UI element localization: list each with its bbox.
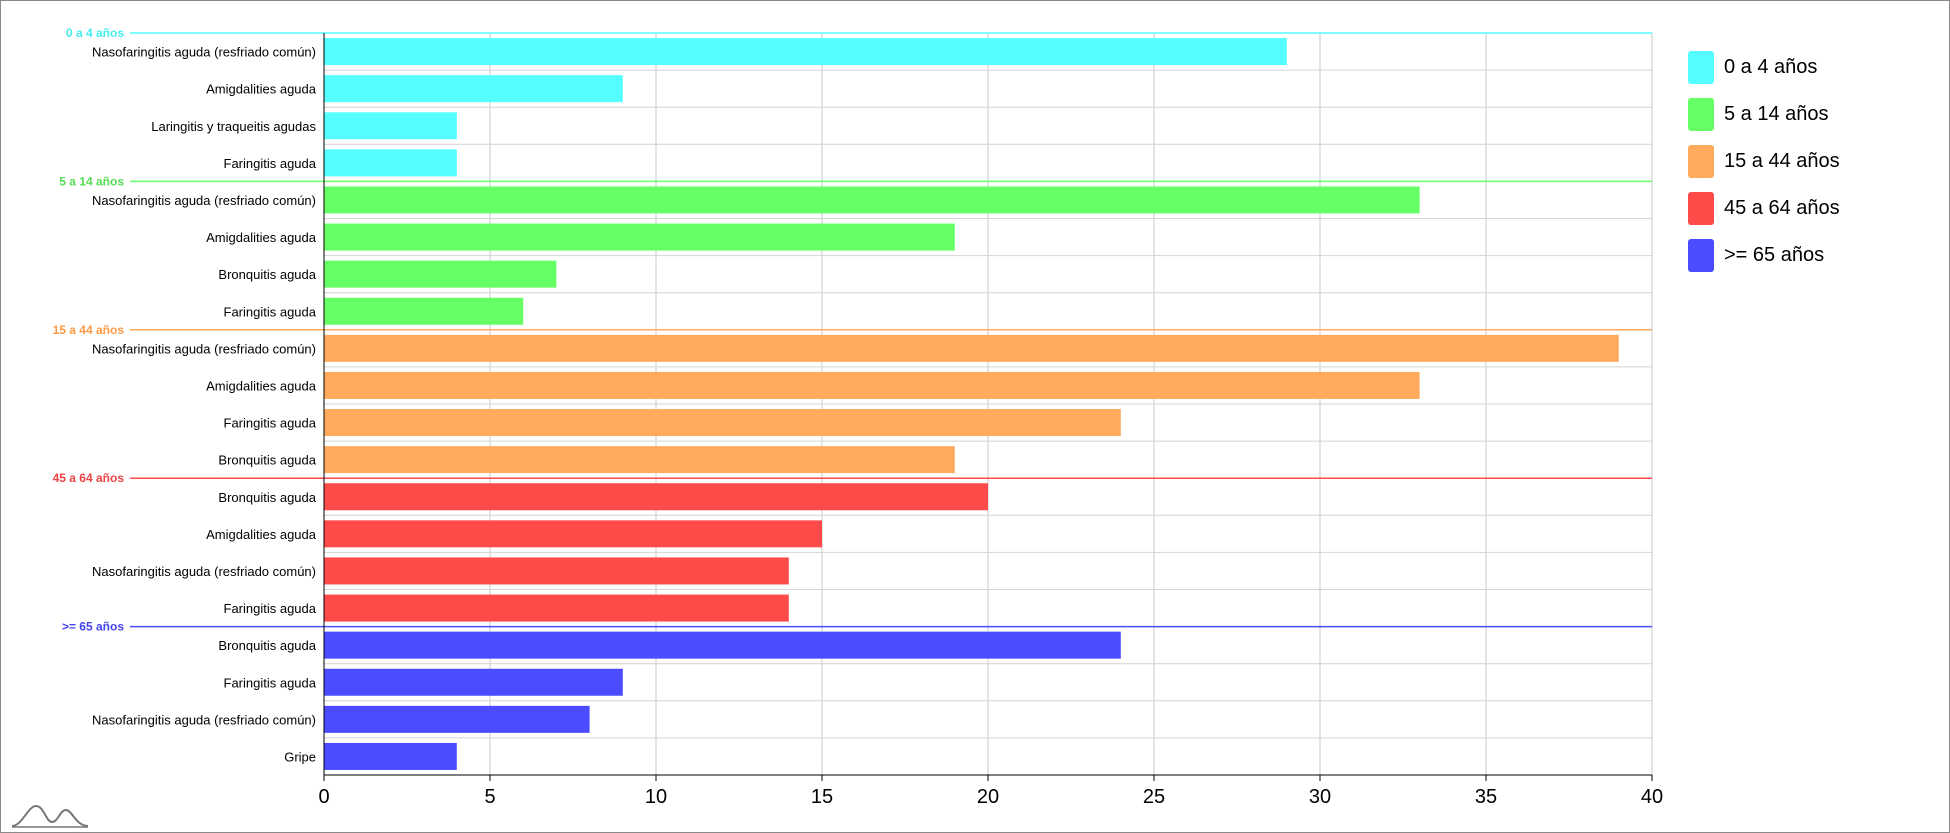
group-label: 0 a 4 años — [66, 26, 124, 40]
bar — [324, 594, 789, 622]
bar — [324, 446, 955, 474]
legend-label: 5 a 14 años — [1724, 103, 1829, 125]
legend-label: 15 a 44 años — [1724, 150, 1840, 172]
category-label: Laringitis y traqueitis agudas — [151, 119, 316, 134]
bar — [324, 38, 1287, 66]
mountain-logo-icon — [11, 804, 89, 828]
bar — [324, 297, 524, 325]
grid-lines — [323, 33, 1653, 776]
x-tick-label: 30 — [1309, 786, 1331, 808]
legend-item[interactable]: 45 a 64 años — [1688, 185, 1840, 232]
category-label: Amigdalities aguda — [206, 378, 317, 393]
bar — [324, 520, 822, 548]
bar — [324, 223, 955, 251]
legend-item[interactable]: 5 a 14 años — [1688, 91, 1840, 138]
x-tick-label: 15 — [811, 786, 833, 808]
x-axis-ticks: 0 5 10 15 20 25 30 35 40 — [318, 33, 1663, 808]
legend: 0 a 4 años 5 a 14 años 15 a 44 años 45 a 64… — [1688, 44, 1840, 279]
category-label: Faringitis aguda — [224, 675, 317, 690]
category-labels: 0 a 4 años Nasofaringitis aguda (resfriad… — [53, 26, 317, 764]
category-label: Faringitis aguda — [224, 304, 317, 319]
category-label: Bronquitis aguda — [218, 453, 316, 468]
legend-label: 0 a 4 años — [1724, 56, 1818, 78]
x-tick-label: 10 — [645, 786, 667, 808]
bar — [324, 75, 623, 103]
x-tick-label: 35 — [1475, 786, 1497, 808]
category-label: Bronquitis aguda — [218, 267, 316, 282]
bar — [324, 112, 457, 140]
category-label: Amigdalities aguda — [206, 230, 317, 245]
legend-item[interactable]: 15 a 44 años — [1688, 138, 1840, 185]
legend-label: 45 a 64 años — [1724, 197, 1840, 219]
legend-swatch — [1688, 192, 1714, 225]
legend-swatch — [1688, 51, 1714, 84]
bar — [324, 334, 1619, 362]
legend-label: >= 65 años — [1724, 244, 1825, 266]
group-separators — [130, 32, 1652, 628]
category-label: Faringitis aguda — [224, 601, 317, 616]
bar — [324, 557, 789, 585]
legend-swatch — [1688, 98, 1714, 131]
bars — [324, 38, 1619, 770]
x-tick-label: 20 — [977, 786, 999, 808]
category-label: Bronquitis aguda — [218, 638, 316, 653]
group-label: 5 a 14 años — [59, 174, 124, 188]
category-label: Amigdalities aguda — [206, 527, 317, 542]
bar — [324, 483, 988, 511]
legend-item[interactable]: >= 65 años — [1688, 232, 1840, 279]
category-label: Nasofaringitis aguda (resfriado común) — [92, 341, 316, 356]
group-label: 45 a 64 años — [53, 471, 125, 485]
category-label: Nasofaringitis aguda (resfriado común) — [92, 193, 316, 208]
x-tick-label: 25 — [1143, 786, 1165, 808]
bar — [324, 186, 1420, 214]
bar — [324, 705, 590, 733]
legend-swatch — [1688, 239, 1714, 272]
category-label: Faringitis aguda — [224, 416, 317, 431]
bar — [324, 149, 457, 177]
category-label: Nasofaringitis aguda (resfriado común) — [92, 564, 316, 579]
x-tick-label: 40 — [1641, 786, 1663, 808]
legend-swatch — [1688, 145, 1714, 178]
category-label: Bronquitis aguda — [218, 490, 316, 505]
category-label: Gripe — [284, 749, 316, 764]
bar — [324, 409, 1121, 437]
bar — [324, 742, 457, 770]
x-tick-label: 5 — [484, 786, 495, 808]
legend-item[interactable]: 0 a 4 años — [1688, 44, 1840, 91]
bar — [324, 260, 557, 288]
category-label: Nasofaringitis aguda (resfriado común) — [92, 45, 316, 60]
category-label: Nasofaringitis aguda (resfriado común) — [92, 712, 316, 727]
bar — [324, 668, 623, 696]
bar — [324, 631, 1121, 659]
group-label: >= 65 años — [62, 620, 124, 634]
category-label: Faringitis aguda — [224, 156, 317, 171]
category-label: Amigdalities aguda — [206, 82, 317, 97]
x-tick-label: 0 — [318, 786, 329, 808]
group-label: 15 a 44 años — [53, 323, 125, 337]
bar — [324, 371, 1420, 399]
